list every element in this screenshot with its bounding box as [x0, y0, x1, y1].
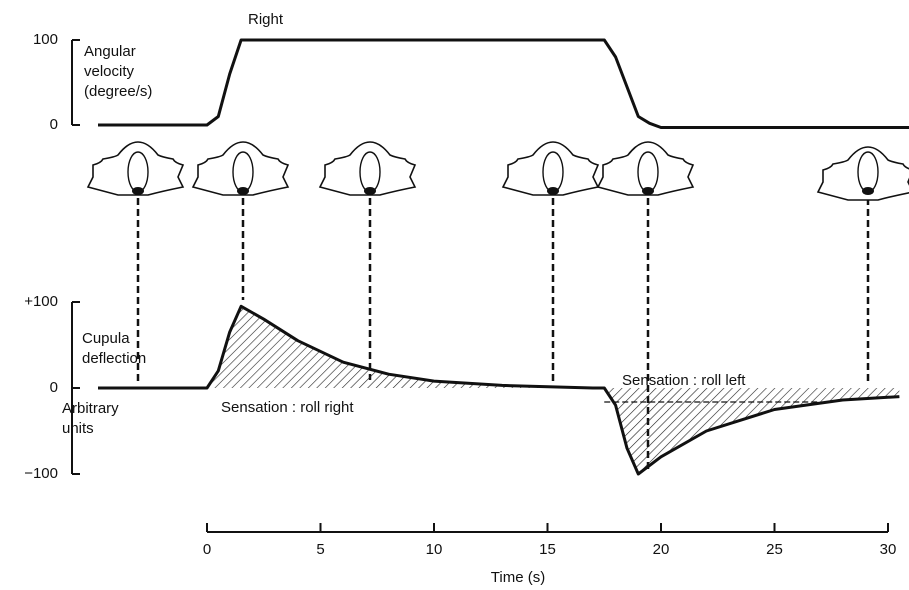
y-label: deflection [82, 350, 146, 367]
cupula-icon [191, 141, 290, 196]
cupula-base [862, 187, 874, 195]
y-tick-label: +100 [24, 293, 58, 310]
cupula-icon [501, 141, 600, 196]
y-tick-label: −100 [24, 465, 58, 482]
units-label: Arbitrary [62, 400, 119, 417]
cupula-icons [86, 141, 909, 470]
y-label: velocity [84, 63, 135, 80]
annotation: Sensation : roll right [221, 399, 354, 416]
y-label: Angular [84, 43, 136, 60]
data-line [98, 304, 900, 476]
cupula-icon [86, 141, 185, 196]
y-label: Cupula [82, 330, 130, 347]
cupula-icon [816, 146, 909, 201]
x-tick-label: 10 [426, 541, 443, 558]
x-tick-label: 20 [653, 541, 670, 558]
cupula-base [237, 187, 249, 195]
annotation: Sensation : roll left [622, 372, 746, 389]
hatched-area [98, 306, 900, 474]
x-label: Time (s) [491, 569, 545, 586]
x-tick-label: 25 [766, 541, 783, 558]
cupula-icon [318, 141, 417, 196]
cupula-base [642, 187, 654, 195]
cupula-icon [596, 141, 695, 196]
y-tick-label: 0 [50, 116, 58, 133]
panel-title: Right [248, 11, 284, 28]
units-label: units [62, 420, 94, 437]
cupula-base [132, 187, 144, 195]
y-tick-label: 100 [33, 31, 58, 48]
x-tick-label: 0 [203, 541, 211, 558]
x-tick-label: 30 [880, 541, 897, 558]
y-label: (degree/s) [84, 83, 152, 100]
label-backdrop [215, 398, 400, 418]
cupula-base [547, 187, 559, 195]
data-line [98, 38, 909, 129]
x-tick-label: 5 [316, 541, 324, 558]
cupula-base [364, 187, 376, 195]
y-tick-label: 0 [50, 379, 58, 396]
x-tick-label: 15 [539, 541, 556, 558]
